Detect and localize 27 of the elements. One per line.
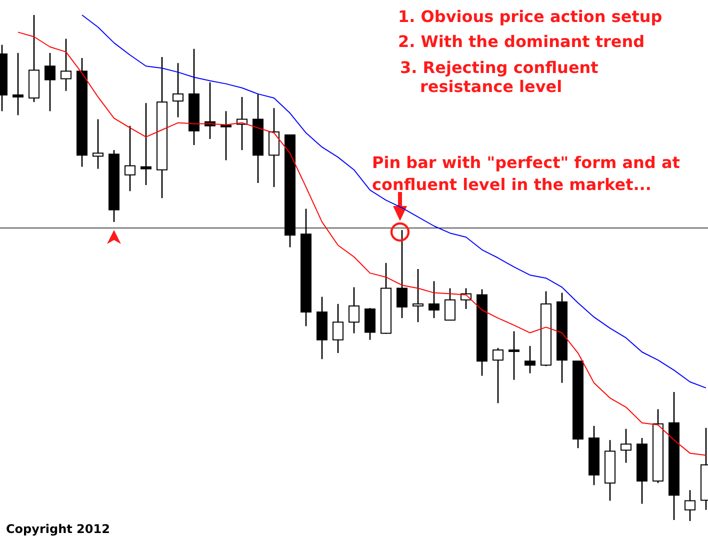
candlestick [220, 110, 232, 161]
candlestick [524, 345, 536, 374]
candlestick [268, 107, 280, 188]
candlestick [12, 52, 24, 116]
candlestick [140, 102, 152, 186]
candlestick [396, 229, 408, 319]
candlestick [348, 286, 360, 334]
candlestick [620, 428, 632, 464]
annotation: 2. With the dominant trend [398, 32, 645, 51]
candlestick [492, 347, 504, 404]
annotation: 3. Rejecting confluent resistance level [400, 58, 599, 96]
candlestick [412, 268, 424, 323]
candlestick [364, 307, 376, 340]
candlestick [508, 330, 520, 380]
candlestick [684, 489, 696, 522]
candlestick [124, 125, 136, 192]
candlestick [332, 303, 344, 354]
annotation: Pin bar with "perfect" form and at confluent level in the market... [372, 153, 680, 194]
candlestick [60, 38, 72, 92]
annotation: 1. Obvious price action setup [398, 7, 662, 26]
candlestick [44, 52, 56, 112]
candlestick [444, 288, 456, 321]
candlestick [428, 280, 440, 319]
candlestick [92, 118, 104, 170]
candlestick [236, 96, 248, 151]
text: Copyright 2012 [6, 522, 110, 536]
candlestick [172, 62, 184, 118]
